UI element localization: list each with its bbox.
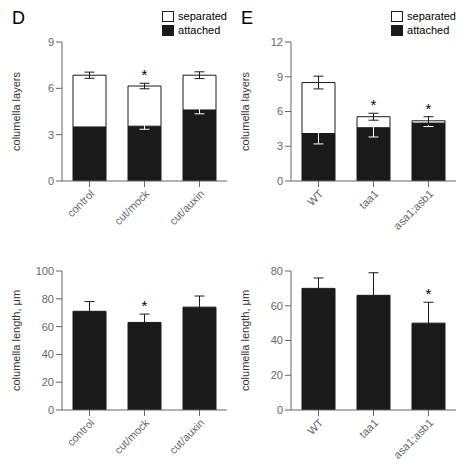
svg-text:60: 60	[42, 321, 54, 333]
svg-text:cut/auxin: cut/auxin	[167, 416, 207, 456]
svg-text:asa1;asb1: asa1;asb1	[391, 187, 435, 231]
svg-text:40: 40	[42, 348, 54, 360]
svg-text:cut/mock: cut/mock	[112, 187, 152, 227]
svg-text:*: *	[142, 297, 148, 314]
svg-text:80: 80	[42, 293, 54, 305]
svg-text:100: 100	[36, 265, 54, 277]
svg-text:cut/mock: cut/mock	[112, 416, 152, 456]
svg-text:80: 80	[271, 265, 283, 277]
svg-text:taa1: taa1	[357, 187, 381, 211]
svg-text:taa1: taa1	[357, 416, 381, 440]
svg-text:40: 40	[271, 334, 283, 346]
svg-text:*: *	[142, 66, 148, 83]
svg-text:cut/auxin: cut/auxin	[167, 187, 207, 227]
svg-text:0: 0	[277, 404, 283, 416]
svg-text:12: 12	[271, 36, 283, 48]
svg-text:control: control	[65, 187, 97, 219]
svg-text:columella length, μm: columella length, μm	[10, 290, 22, 391]
svg-text:WT: WT	[305, 416, 326, 437]
html-text:separated: separated	[407, 10, 456, 22]
svg-text:columella length, μm: columella length, μm	[239, 290, 251, 391]
svg-text:9: 9	[277, 71, 283, 83]
svg-text:columella layers: columella layers	[239, 72, 251, 151]
svg-text:0: 0	[48, 175, 54, 187]
svg-text:3: 3	[48, 129, 54, 141]
svg-text:asa1;asb1: asa1;asb1	[391, 416, 435, 460]
svg-text:20: 20	[42, 376, 54, 388]
svg-text:*: *	[426, 285, 432, 302]
svg-text:3: 3	[277, 140, 283, 152]
svg-text:0: 0	[48, 404, 54, 416]
svg-text:9: 9	[48, 36, 54, 48]
svg-text:20: 20	[271, 369, 283, 381]
svg-text:60: 60	[271, 300, 283, 312]
svg-text:0: 0	[277, 175, 283, 187]
svg-text:*: *	[426, 100, 432, 117]
svg-text:6: 6	[48, 82, 54, 94]
svg-text:WT: WT	[305, 187, 326, 208]
svg-text:control: control	[65, 416, 97, 448]
html-text:E: E	[241, 8, 253, 28]
svg-text:6: 6	[277, 105, 283, 117]
html-text:separated: separated	[178, 10, 227, 22]
html-text:attached: attached	[407, 24, 450, 36]
html-text:attached: attached	[178, 24, 221, 36]
html-text:D: D	[12, 8, 25, 28]
svg-text:*: *	[371, 96, 377, 113]
svg-text:columella layers: columella layers	[10, 72, 22, 151]
